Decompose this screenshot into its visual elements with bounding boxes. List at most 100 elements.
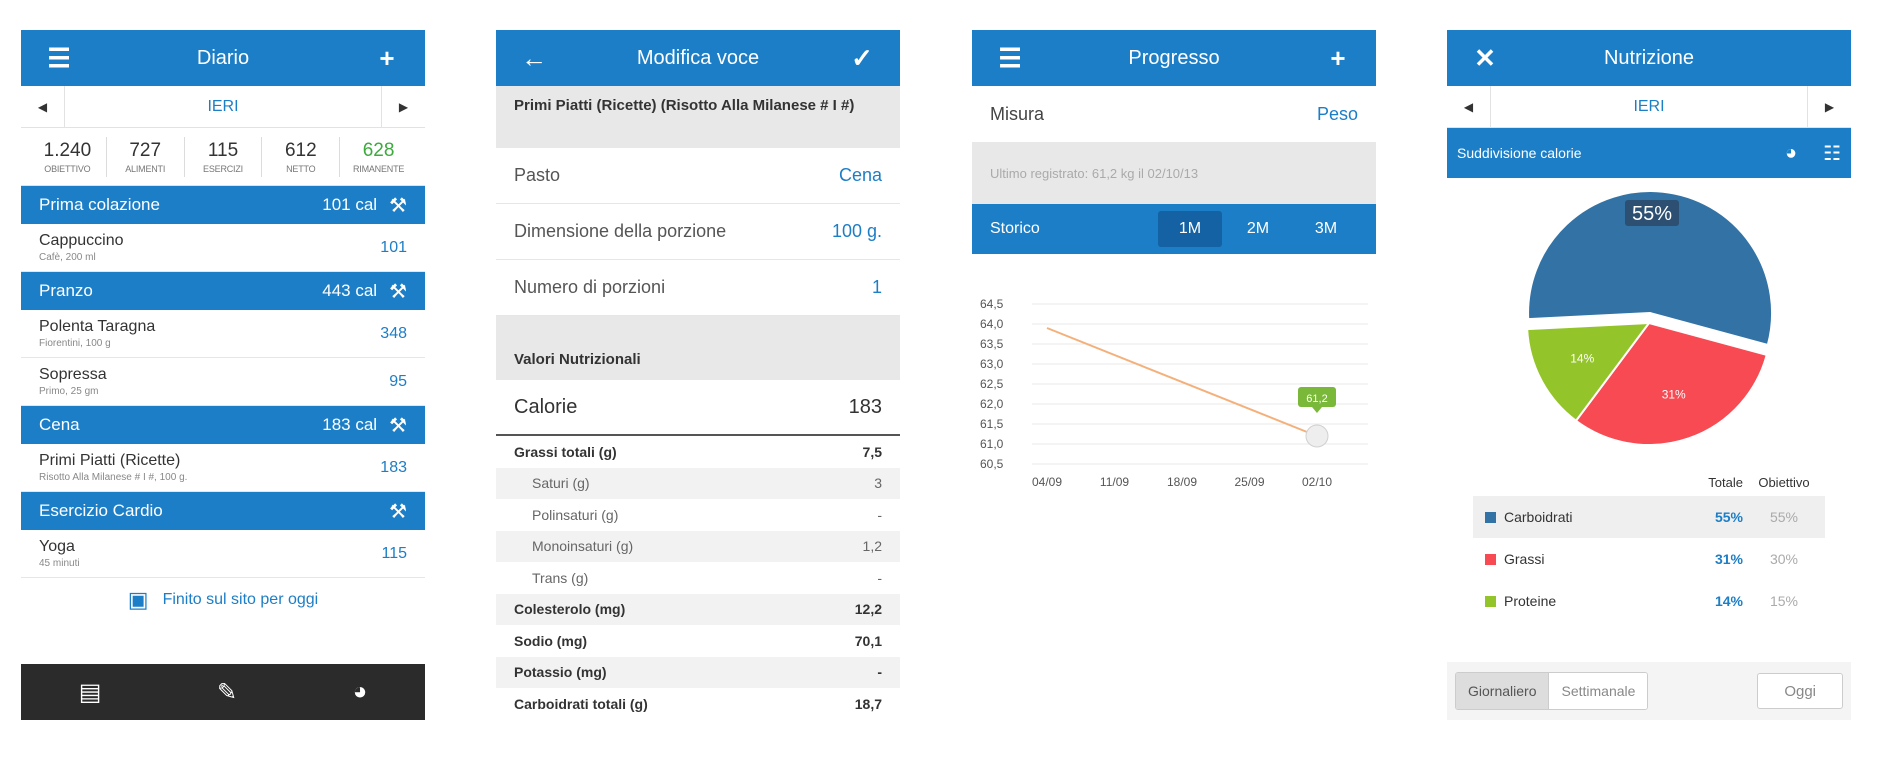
weight-series-line xyxy=(1046,327,1318,437)
menu-icon[interactable]: ☰ xyxy=(47,42,71,73)
y-tick-label: 61,5 xyxy=(980,417,1004,431)
next-day-button[interactable]: ▶ xyxy=(381,86,425,127)
macro-total: 31% xyxy=(1714,551,1743,567)
nutrient-value: 7,5 xyxy=(862,443,882,460)
y-tick-label: 62,5 xyxy=(980,377,1004,391)
edit-row-label: Numero di porzioni xyxy=(514,277,666,297)
item-text: Polenta Taragna Fiorentini, 100 g xyxy=(39,318,380,349)
diary-tab-icon[interactable]: ▤ xyxy=(78,678,102,706)
daily-segment[interactable]: Giornaliero xyxy=(1456,673,1549,709)
pencil-tab-icon[interactable]: ✎ xyxy=(217,678,238,706)
measure-row[interactable]: Misura Peso xyxy=(972,86,1376,142)
wrench-icon[interactable]: ⚒ xyxy=(389,194,407,217)
pie-view-icon[interactable]: ◕ xyxy=(1784,141,1798,164)
list-item[interactable]: Cappuccino Cafè, 200 ml 101 xyxy=(21,224,425,272)
measure-value[interactable]: Peso xyxy=(1316,103,1358,124)
meal-name: Cena xyxy=(39,415,80,434)
nutrient-value: - xyxy=(877,664,882,681)
weight-chart: 64,5 64,0 63,5 63,0 62,5 62,0 61,5 61,0 60,5 04/0… xyxy=(972,254,1376,514)
history-label: Storico xyxy=(990,220,1040,237)
item-name: Polenta Taragna xyxy=(39,318,156,335)
weekly-segment[interactable]: Settimanale xyxy=(1548,673,1648,709)
current-date[interactable]: IERI xyxy=(1633,97,1665,115)
history-bar: Storico 1M 2M 3M xyxy=(972,204,1376,254)
edit-row[interactable]: Pasto Cena xyxy=(496,148,900,204)
pie-slice-proteine[interactable] xyxy=(1526,321,1652,423)
nutrient-label: Polinsaturi (g) xyxy=(532,506,619,523)
carbs-percent-label: 55% xyxy=(1632,203,1672,225)
meal-name: Prima colazione xyxy=(39,195,160,214)
edit-row-value[interactable]: 1 xyxy=(871,277,882,297)
add-icon[interactable]: + xyxy=(1330,42,1346,73)
nutrient-label: Grassi totali (g) xyxy=(514,443,617,460)
wrench-icon[interactable]: ⚒ xyxy=(389,414,407,437)
list-view-icon[interactable]: ☷ xyxy=(1823,142,1841,165)
edit-row[interactable]: Dimensione della porzione 100 g. xyxy=(496,204,900,260)
nutrient-label: Carboidrati totali (g) xyxy=(514,695,648,712)
nutrient-value: 1,2 xyxy=(862,538,882,555)
range-button-1m[interactable]: 1M xyxy=(1158,211,1222,247)
finish-day-link[interactable]: ▣ Finito sul sito per oggi xyxy=(21,578,425,622)
wrench-icon[interactable]: ⚒ xyxy=(389,280,407,303)
macro-total: 55% xyxy=(1714,509,1743,525)
x-tick-label: 25/09 xyxy=(1234,475,1264,489)
confirm-check-icon[interactable]: ✓ xyxy=(851,42,873,73)
meal-section-header[interactable]: Prima colazione 101 cal ⚒ xyxy=(21,186,425,224)
summary-value: 628 xyxy=(362,139,395,161)
edit-row-value[interactable]: Cena xyxy=(838,165,882,185)
item-desc: Primo, 25 gm xyxy=(39,386,99,397)
calories-label: Calorie xyxy=(514,395,578,418)
close-icon[interactable]: ✕ xyxy=(1474,42,1496,73)
back-arrow-icon[interactable]: ← xyxy=(521,42,547,73)
nutrient-label: Colesterolo (mg) xyxy=(514,601,626,618)
range-button-3m[interactable]: 3M xyxy=(1314,220,1338,237)
pie-slice-carboidrati[interactable] xyxy=(1527,190,1773,347)
nutrient-row: Sodio (mg) 70,1 xyxy=(496,625,900,657)
meal-section-header[interactable]: Pranzo 443 cal ⚒ xyxy=(21,272,425,310)
total-column-header: Totale xyxy=(1708,474,1743,490)
today-button[interactable]: Oggi xyxy=(1757,673,1843,709)
item-text: Primi Piatti (Ricette) Risotto Alla Milan… xyxy=(39,452,380,483)
diary-sections: Prima colazione 101 cal ⚒ Cappuccino Cafè, 2… xyxy=(21,186,425,578)
edit-row[interactable]: Numero di porzioni 1 xyxy=(496,260,900,316)
range-button-2m[interactable]: 2M xyxy=(1246,220,1270,237)
item-text: Yoga 45 minuti xyxy=(39,538,381,569)
summary-value: 612 xyxy=(284,139,317,161)
meal-section-header[interactable]: Esercizio Cardio ⚒ xyxy=(21,492,425,530)
menu-icon[interactable]: ☰ xyxy=(998,42,1022,73)
weight-chart-svg: 64,5 64,0 63,5 63,0 62,5 62,0 61,5 61,0 60,5 04/0… xyxy=(980,297,1368,489)
list-item[interactable]: Primi Piatti (Ricette) Risotto Alla Milan… xyxy=(21,444,425,492)
prev-day-button[interactable]: ◀ xyxy=(1447,86,1491,127)
progress-navbar: ☰ Progresso + xyxy=(972,30,1376,86)
page-title: Nutrizione xyxy=(1603,46,1695,69)
x-tick-label: 11/09 xyxy=(1100,475,1129,489)
meal-section-header[interactable]: Cena 183 cal ⚒ xyxy=(21,406,425,444)
pie-tab-icon[interactable]: ◕ xyxy=(352,678,368,705)
add-icon[interactable]: + xyxy=(379,42,395,73)
item-calories: 348 xyxy=(380,324,407,342)
list-item[interactable]: Yoga 45 minuti 115 xyxy=(21,530,425,578)
prev-day-button[interactable]: ◀ xyxy=(21,86,65,127)
current-date[interactable]: IERI xyxy=(207,97,239,115)
summary-label: ALIMENTI xyxy=(125,163,166,174)
item-name: Cappuccino xyxy=(39,232,124,249)
macro-name: Proteine xyxy=(1504,593,1557,609)
bottom-tab-bar: ▤ ✎ ◕ xyxy=(21,664,425,720)
next-day-button[interactable]: ▶ xyxy=(1807,86,1851,127)
item-calories: 101 xyxy=(380,238,407,256)
x-tick-label: 04/09 xyxy=(1032,475,1062,489)
calories-row: Calorie 183 xyxy=(496,380,900,436)
nutrient-row: Monoinsaturi (g) 1,2 xyxy=(496,530,900,562)
nutrient-row: Polinsaturi (g) - xyxy=(496,499,900,531)
item-calories: 183 xyxy=(380,458,407,476)
edit-row-value[interactable]: 100 g. xyxy=(831,221,882,241)
list-item[interactable]: Sopressa Primo, 25 gm 95 xyxy=(21,358,425,406)
item-text: Cappuccino Cafè, 200 ml xyxy=(39,232,380,263)
macro-pie-svg: 31% 14% 55% xyxy=(1526,190,1773,446)
list-item[interactable]: Polenta Taragna Fiorentini, 100 g 348 xyxy=(21,310,425,358)
pie-slice-label: 31% xyxy=(1662,387,1686,401)
pie-slice-grassi[interactable] xyxy=(1574,321,1768,446)
nutrition-navbar: ✕ Nutrizione xyxy=(1447,30,1851,86)
wrench-icon[interactable]: ⚒ xyxy=(389,500,407,523)
data-point[interactable] xyxy=(1305,424,1329,448)
